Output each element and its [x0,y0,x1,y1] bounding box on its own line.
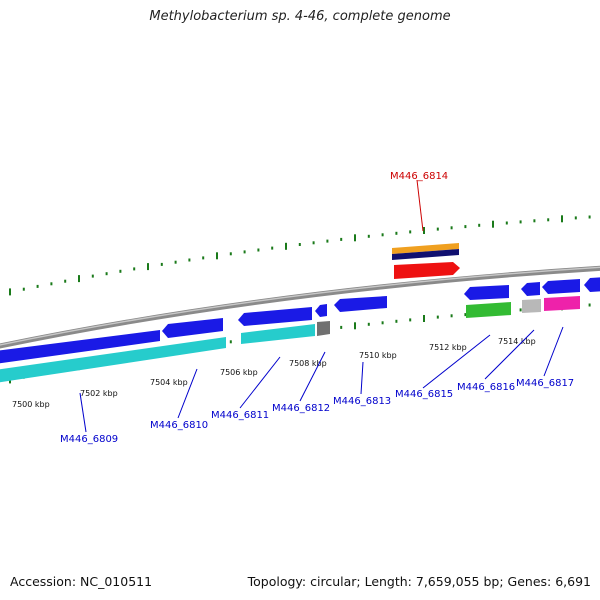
leader-6817 [543,326,564,377]
gene-label-m446-6810[interactable]: M446_6810 [150,420,208,431]
accession-label: Accession: NC_010511 [10,574,153,589]
gene-label-m446-6811[interactable]: M446_6811 [211,410,269,421]
leader-6810 [177,368,198,419]
page-title: Methylobacterium sp. 4-46, complete geno… [149,9,451,24]
genome-backbone-highlight [0,266,600,346]
gene-m446-6816-gray[interactable] [522,299,541,313]
gene-m446-6812-gray[interactable] [317,321,330,336]
gene-m446-6810-block[interactable] [0,330,160,364]
label-leaders [79,179,564,433]
axis-label-7502: 7502 kbp [80,389,118,398]
gene-m446-6816-arrow[interactable] [521,282,540,296]
gene-label-m446-6812[interactable]: M446_6812 [272,403,330,414]
axis-label-7514: 7514 kbp [498,337,536,346]
gene-label-m446-6816[interactable]: M446_6816 [457,382,515,393]
gene-m446-6815-arrow[interactable] [464,285,509,300]
leader-6813 [360,361,364,395]
gene-label-m446-6817[interactable]: M446_6817 [516,378,574,389]
leader-6815 [422,334,491,389]
axis-label-7504: 7504 kbp [150,378,188,387]
axis-label-7506: 7506 kbp [220,368,258,377]
gene-label-m446-6814[interactable]: M446_6814 [390,171,448,182]
axis-label-7508: 7508 kbp [289,359,327,368]
gene-extra-arrow[interactable] [584,277,600,292]
gene-m446-6817-arrow[interactable] [542,279,580,294]
leader-6816 [484,329,535,380]
gene-m446-6814-red[interactable] [394,262,460,279]
gene-m446-6811-cyan[interactable] [241,324,315,344]
gene-m446-6812-arrow[interactable] [315,304,327,317]
upper-tick-track [9,215,591,296]
gene-label-m446-6813[interactable]: M446_6813 [333,396,391,407]
gene-m446-6809-cyan[interactable] [0,337,226,383]
leader-6814 [416,179,424,232]
axis-label-7510: 7510 kbp [359,351,397,360]
gene-label-m446-6815[interactable]: M446_6815 [395,389,453,400]
leader-6809 [79,392,87,433]
genome-backbone [0,265,600,349]
axis-label-7512: 7512 kbp [429,343,467,352]
axis-label-7500: 7500 kbp [12,400,50,409]
axis-labels: 7500 kbp 7502 kbp 7504 kbp 7506 kbp 7508… [12,337,536,409]
gene-m446-6810-arrow[interactable] [162,318,223,338]
gene-m446-6814-navy[interactable] [392,249,459,260]
gene-labels: M446_6809 M446_6810 M446_6811 M446_6812 … [60,171,574,445]
leader-6812 [299,351,326,402]
gene-m446-6814-orange[interactable] [392,243,459,254]
leader-6811 [239,356,281,409]
gene-label-m446-6809[interactable]: M446_6809 [60,434,118,445]
gene-m446-6813-arrow[interactable] [334,296,387,312]
genome-stats-label: Topology: circular; Length: 7,659,055 bp… [247,574,591,589]
gene-m446-6817-magenta[interactable] [544,296,580,311]
gene-features [0,243,600,383]
gene-m446-6815-green[interactable] [466,302,511,318]
gene-m446-6811-arrow[interactable] [238,307,312,326]
